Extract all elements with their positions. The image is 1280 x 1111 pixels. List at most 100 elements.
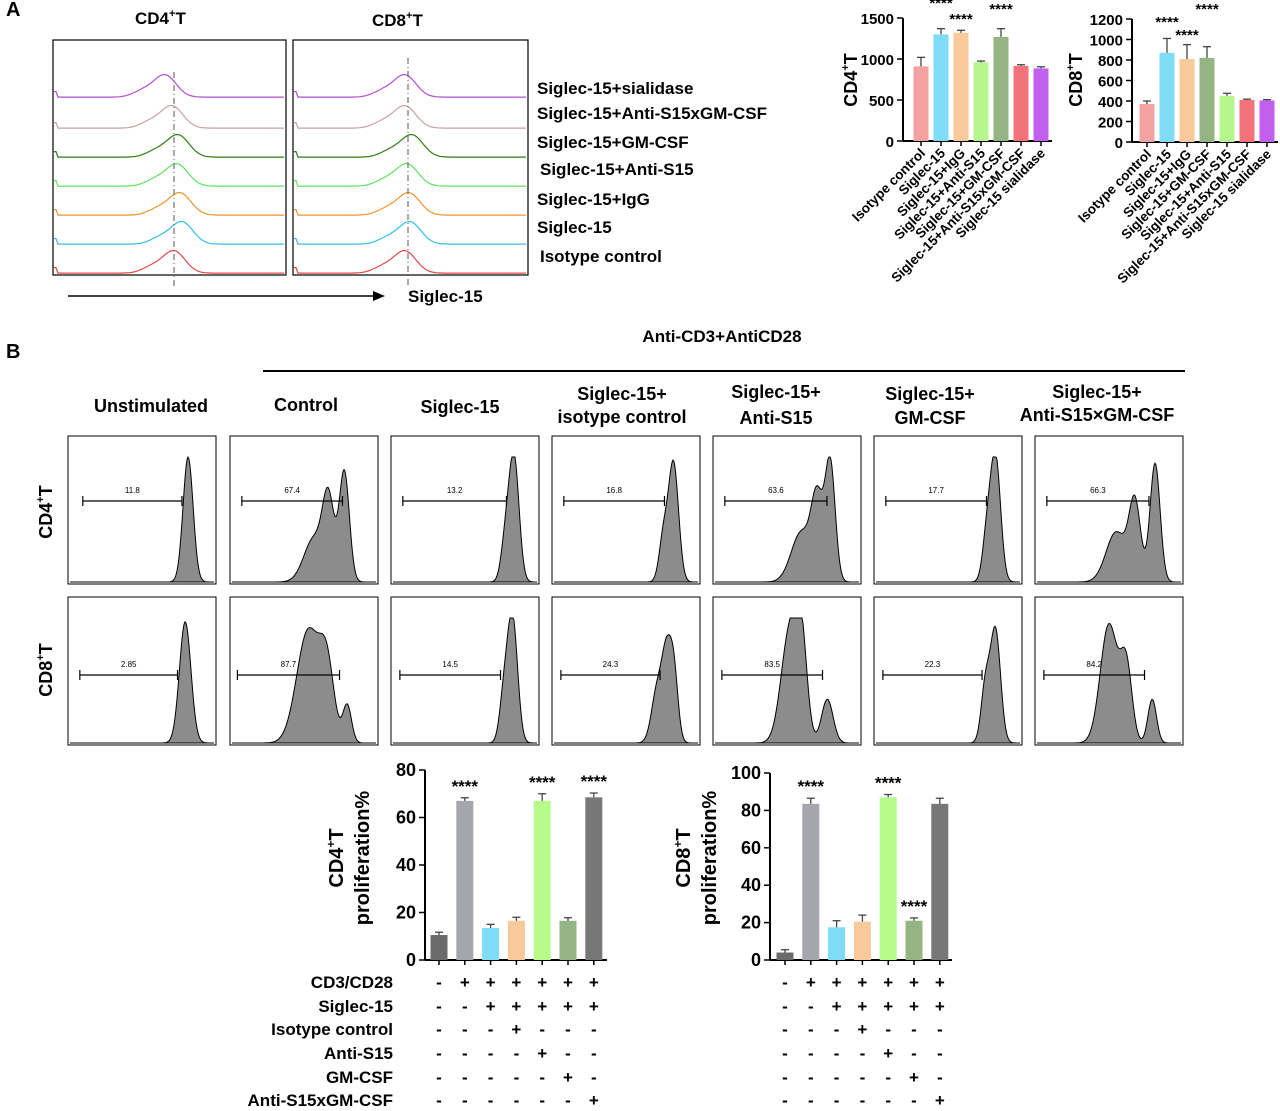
bar — [482, 927, 500, 960]
y-tick-label: 200 — [1098, 115, 1123, 132]
bar-chart-b-cd4: 0 20 40 60 80 **** **** **** CD4+T proliferation% — [324, 760, 607, 970]
significance-label: **** — [901, 897, 928, 916]
y-tick-label: 600 — [1098, 74, 1123, 91]
condition-sign: - — [488, 1020, 494, 1039]
bar — [853, 921, 871, 960]
condition-sign: - — [436, 1044, 442, 1063]
condition-sign: + — [537, 1044, 547, 1063]
condition-sign: - — [436, 1020, 442, 1039]
flow-histogram — [393, 456, 537, 583]
histogram-trace-cd4-7 — [54, 250, 284, 274]
y-tick-label: 20 — [396, 903, 416, 923]
column-title: Siglec-15+ — [885, 384, 975, 404]
condition-label: Isotype control — [271, 1020, 393, 1039]
y-tick-label: 500 — [869, 93, 894, 110]
flow-histogram — [232, 626, 376, 744]
histogram-trace-cd8-5 — [294, 191, 526, 216]
y-tick-label: 100 — [731, 763, 761, 783]
histogram-row-label: Siglec-15 — [537, 218, 612, 237]
condition-sign: - — [911, 1091, 917, 1110]
gate-value: 63.6 — [768, 486, 784, 495]
row-title-cd4: CD4+T — [35, 485, 56, 538]
histogram-trace-cd8-3 — [294, 134, 526, 158]
column-title: Unstimulated — [94, 396, 208, 416]
condition-sign: - — [591, 1044, 597, 1063]
histogram-trace-cd8-7 — [294, 249, 526, 274]
condition-sign: + — [486, 997, 496, 1016]
y-tick-label: 80 — [396, 760, 416, 780]
bar — [1139, 104, 1155, 142]
condition-sign: - — [808, 1044, 814, 1063]
condition-sign: + — [832, 973, 842, 992]
hist-title-cd8: CD8+T — [372, 10, 423, 30]
significance-label: **** — [529, 773, 556, 792]
column-title: Anti-S15 — [739, 408, 812, 428]
significance-label: **** — [1195, 1, 1219, 18]
bar — [430, 935, 448, 960]
column-title: Siglec-15+ — [1052, 382, 1142, 402]
bar — [1033, 68, 1049, 141]
y-tick-label: 60 — [741, 838, 761, 858]
bar — [456, 800, 474, 960]
column-title: GM-CSF — [895, 408, 966, 428]
condition-sign: - — [782, 1044, 788, 1063]
flow-histogram — [554, 634, 698, 744]
bar — [953, 32, 969, 142]
condition-sign: - — [808, 1020, 814, 1039]
condition-sign: - — [937, 1068, 943, 1087]
condition-sign: + — [537, 997, 547, 1016]
gate-value: 17.7 — [928, 486, 944, 495]
condition-sign: + — [589, 997, 599, 1016]
flow-histogram — [715, 456, 859, 583]
histogram-trace-cd4-5 — [54, 192, 284, 216]
y-tick-label: 400 — [1098, 94, 1123, 111]
gate-value: 24.3 — [603, 660, 619, 669]
bar — [828, 927, 846, 960]
bar — [905, 920, 923, 960]
condition-sign: + — [857, 997, 867, 1016]
histogram-row-label: Siglec-15+IgG — [537, 190, 650, 209]
condition-sign: - — [488, 1068, 494, 1087]
condition-sign: - — [565, 1044, 571, 1063]
y-tick-label: 0 — [751, 950, 761, 970]
y-tick-label: 0 — [1115, 135, 1123, 152]
condition-sign: - — [860, 1068, 866, 1087]
y-axis-label: CD4+T — [840, 53, 861, 106]
condition-sign: - — [782, 1068, 788, 1087]
condition-sign: - — [834, 1020, 840, 1039]
histogram-trace-cd8-2 — [294, 104, 526, 129]
y-axis-label-line1: CD4+T — [324, 828, 348, 887]
histogram-row-label: Siglec-15+sialidase — [537, 79, 693, 98]
condition-sign: - — [462, 1044, 468, 1063]
condition-sign: + — [806, 973, 816, 992]
bar — [933, 34, 949, 141]
significance-label: **** — [452, 777, 479, 796]
column-title: Siglec-15+ — [731, 382, 821, 402]
y-axis-label-line2: proliferation% — [699, 791, 721, 926]
histogram-trace-cd8-4 — [294, 162, 526, 187]
histogram-trace-cd4-6 — [54, 221, 284, 245]
histogram-trace-cd4-2 — [54, 105, 284, 129]
condition-sign: - — [565, 1091, 571, 1110]
gate-value: 67.4 — [284, 486, 300, 495]
column-title: Control — [274, 395, 338, 415]
bar — [533, 800, 551, 960]
condition-sign: + — [935, 973, 945, 992]
condition-sign: - — [591, 1068, 597, 1087]
bar — [507, 920, 525, 960]
condition-sign: - — [514, 1068, 520, 1087]
panel-label-a: A — [6, 0, 20, 21]
condition-sign: + — [857, 1020, 867, 1039]
gate-value: 84.2 — [1086, 660, 1102, 669]
condition-sign: - — [911, 1044, 917, 1063]
condition-sign: - — [462, 1091, 468, 1110]
condition-sign: + — [883, 1044, 893, 1063]
condition-sign: - — [911, 1020, 917, 1039]
gate-value: 16.8 — [606, 486, 622, 495]
significance-label: **** — [798, 777, 825, 796]
bar-chart-b-cd8: 0 20 40 60 80 100 **** **** **** CD8+T proliferati… — [671, 763, 952, 970]
condition-sign: - — [937, 1020, 943, 1039]
condition-sign: + — [511, 973, 521, 992]
condition-sign: - — [539, 1068, 545, 1087]
